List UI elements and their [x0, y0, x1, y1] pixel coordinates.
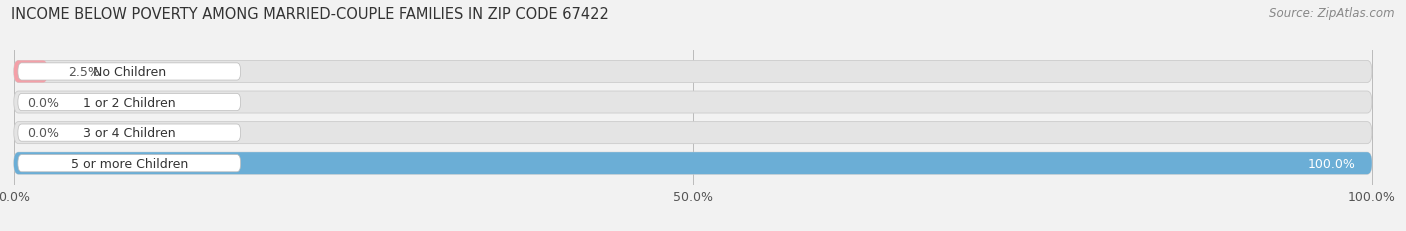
FancyBboxPatch shape [18, 64, 240, 81]
Text: 3 or 4 Children: 3 or 4 Children [83, 127, 176, 140]
FancyBboxPatch shape [18, 125, 240, 142]
FancyBboxPatch shape [14, 61, 1372, 83]
FancyBboxPatch shape [14, 61, 48, 83]
FancyBboxPatch shape [18, 94, 240, 111]
Text: 0.0%: 0.0% [27, 96, 59, 109]
Text: 2.5%: 2.5% [67, 66, 100, 79]
Text: No Children: No Children [93, 66, 166, 79]
FancyBboxPatch shape [14, 122, 1372, 144]
Text: Source: ZipAtlas.com: Source: ZipAtlas.com [1270, 7, 1395, 20]
Text: 5 or more Children: 5 or more Children [70, 157, 188, 170]
FancyBboxPatch shape [14, 152, 1372, 174]
FancyBboxPatch shape [14, 92, 1372, 114]
Text: 0.0%: 0.0% [27, 127, 59, 140]
Text: 1 or 2 Children: 1 or 2 Children [83, 96, 176, 109]
Text: 100.0%: 100.0% [1308, 157, 1355, 170]
FancyBboxPatch shape [14, 152, 1372, 174]
FancyBboxPatch shape [18, 155, 240, 172]
Text: INCOME BELOW POVERTY AMONG MARRIED-COUPLE FAMILIES IN ZIP CODE 67422: INCOME BELOW POVERTY AMONG MARRIED-COUPL… [11, 7, 609, 22]
